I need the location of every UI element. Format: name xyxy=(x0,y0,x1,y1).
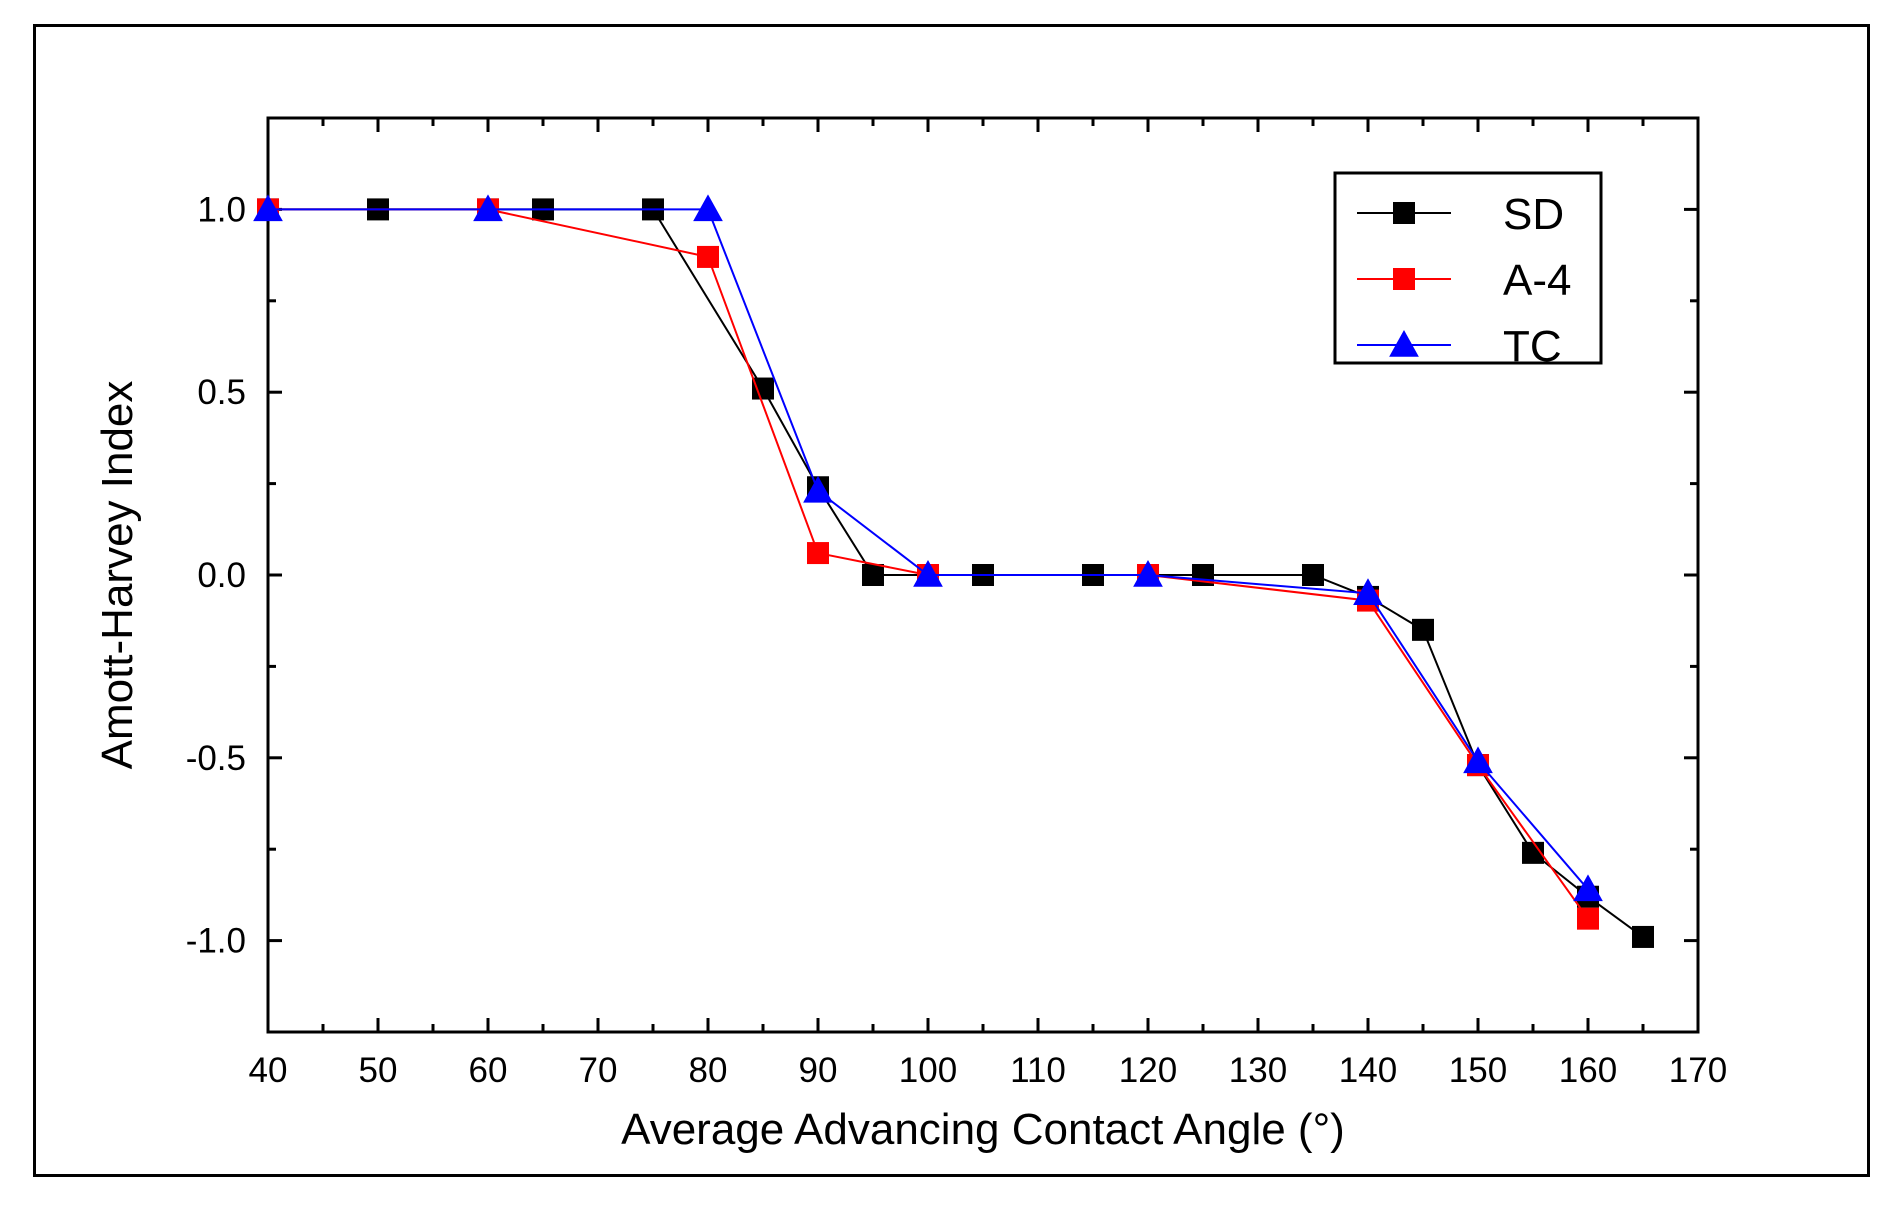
legend: SD A-4 TC xyxy=(1333,171,1603,371)
data-point-tc xyxy=(1133,559,1163,587)
legend-label-tc: TC xyxy=(1503,322,1562,371)
x-tick-label: 60 xyxy=(469,1051,508,1090)
legend-box xyxy=(1333,171,1603,365)
data-point-a-4 xyxy=(697,245,719,268)
y-axis-title: Amott-Harvey Index xyxy=(93,381,142,770)
x-tick-label: 110 xyxy=(1010,1051,1066,1090)
axes: 40 50 60 70 80 90 100 110 120 130 140 150 160 170 1.0 0… xyxy=(186,116,1727,1090)
data-point-a-4 xyxy=(807,542,829,565)
figure-frame xyxy=(33,24,1870,1177)
x-tick-label: 160 xyxy=(1559,1051,1617,1090)
y-tick-label: -1.0 xyxy=(186,922,246,961)
x-tick-label: 80 xyxy=(689,1051,728,1090)
data-point-tc xyxy=(1573,874,1603,902)
data-point-sd xyxy=(862,564,884,586)
x-tick-label: 50 xyxy=(359,1051,398,1090)
y-tick-label: 0.5 xyxy=(197,373,246,412)
x-tick-label: 90 xyxy=(799,1051,838,1090)
data-point-sd xyxy=(1632,925,1654,948)
y-tick-label: 0.0 xyxy=(197,556,246,595)
data-point-sd xyxy=(752,377,774,400)
data-point-tc xyxy=(693,194,723,222)
x-tick-label: 100 xyxy=(899,1051,957,1090)
data-point-sd xyxy=(1412,618,1434,641)
x-tick-label: 140 xyxy=(1339,1051,1397,1090)
legend-label-a-4: A-4 xyxy=(1503,256,1571,305)
data-point-sd xyxy=(1522,841,1544,864)
series-layer xyxy=(253,194,1654,948)
x-tick-label: 120 xyxy=(1119,1051,1177,1090)
legend-marker-sd xyxy=(1393,202,1415,224)
data-point-tc xyxy=(913,559,943,587)
data-point-tc xyxy=(1463,746,1493,774)
x-tick-label: 40 xyxy=(249,1051,288,1090)
x-tick-label: 150 xyxy=(1449,1051,1507,1090)
data-point-a-4 xyxy=(1577,907,1599,930)
legend-marker-tc xyxy=(1389,329,1419,357)
x-tick-label: 70 xyxy=(579,1051,618,1090)
legend-marker-a-4 xyxy=(1393,268,1415,290)
data-point-tc xyxy=(473,194,503,222)
data-point-tc xyxy=(253,194,283,222)
series-tc xyxy=(253,194,1603,902)
y-tick-label: -0.5 xyxy=(186,739,246,778)
x-axis-title: Average Advancing Contact Angle (°) xyxy=(621,1105,1345,1154)
data-point-tc xyxy=(1353,578,1383,605)
legend-label-sd: SD xyxy=(1503,190,1564,239)
x-tick-label: 130 xyxy=(1229,1051,1287,1090)
data-point-sd xyxy=(1302,564,1324,586)
data-point-tc xyxy=(803,475,833,503)
x-tick-label: 170 xyxy=(1669,1051,1727,1090)
y-tick-label: 1.0 xyxy=(197,190,246,229)
